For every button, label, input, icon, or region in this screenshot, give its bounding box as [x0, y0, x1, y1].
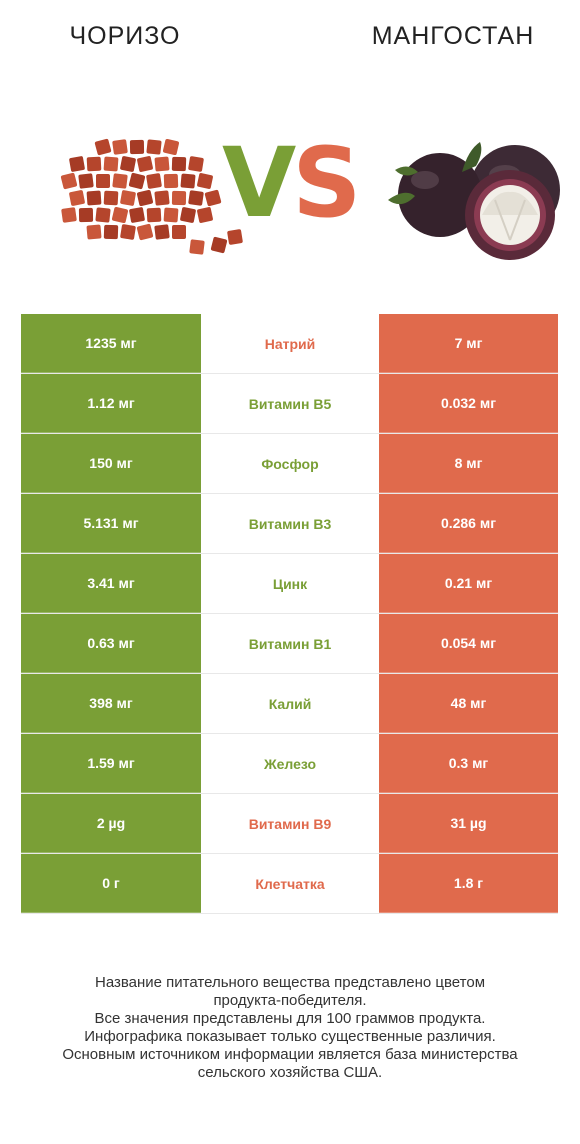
nutrient-name: Витамин B5 [201, 374, 379, 433]
footer-line: Инфографика показывает только существенн… [84, 1028, 496, 1045]
table-row: 1235 мг Натрий 7 мг [21, 314, 558, 374]
left-product-title: ЧОРИЗО [69, 22, 181, 50]
left-value: 398 мг [21, 674, 201, 733]
vs-s: S [292, 127, 361, 239]
footer-line: продукта-победителя. [213, 992, 367, 1009]
right-value: 0.054 мг [379, 614, 558, 673]
left-value: 5.131 мг [21, 494, 201, 553]
vs-v: V [222, 127, 296, 239]
right-value: 0.286 мг [379, 494, 558, 553]
right-value: 48 мг [379, 674, 558, 733]
right-value: 8 мг [379, 434, 558, 493]
table-row: 1.59 мг Железо 0.3 мг [21, 734, 558, 794]
comparison-table: 1235 мг Натрий 7 мг 1.12 мг Витамин B5 0.032 … [21, 314, 558, 914]
table-row: 1.12 мг Витамин B5 0.032 мг [21, 374, 558, 434]
left-value: 1.59 мг [21, 734, 201, 793]
nutrient-name: Клетчатка [201, 854, 379, 913]
right-value: 0.3 мг [379, 734, 558, 793]
nutrient-name: Витамин B1 [201, 614, 379, 673]
chorizo-image [60, 138, 243, 255]
table-row: 150 мг Фосфор 8 мг [21, 434, 558, 494]
nutrient-name: Калий [201, 674, 379, 733]
right-product-title: МАНГОСТАН [371, 22, 535, 50]
left-value: 0.63 мг [21, 614, 201, 673]
hero-images [60, 138, 560, 260]
table-row: 398 мг Калий 48 мг [21, 674, 558, 734]
left-value: 0 г [21, 854, 201, 913]
table-row: 0 г Клетчатка 1.8 г [21, 854, 558, 914]
nutrient-name: Натрий [201, 314, 379, 373]
right-value: 31 µg [379, 794, 558, 853]
left-value: 150 мг [21, 434, 201, 493]
table-row: 0.63 мг Витамин B1 0.054 мг [21, 614, 558, 674]
left-value: 3.41 мг [21, 554, 201, 613]
left-value: 1235 мг [21, 314, 201, 373]
table-row: 5.131 мг Витамин B3 0.286 мг [21, 494, 558, 554]
nutrient-name: Фосфор [201, 434, 379, 493]
footer-note: Название питательного вещества представл… [20, 974, 560, 1082]
nutrient-name: Железо [201, 734, 379, 793]
right-value: 0.21 мг [379, 554, 558, 613]
footer-line: Все значения представлены для 100 граммо… [94, 1010, 486, 1027]
table-row: 2 µg Витамин B9 31 µg [21, 794, 558, 854]
nutrient-name: Цинк [201, 554, 379, 613]
left-value: 2 µg [21, 794, 201, 853]
mangosteen-image [388, 142, 560, 260]
table-row: 3.41 мг Цинк 0.21 мг [21, 554, 558, 614]
footer-line: Название питательного вещества представл… [94, 974, 486, 991]
right-value: 7 мг [379, 314, 558, 373]
left-value: 1.12 мг [21, 374, 201, 433]
nutrient-name: Витамин B9 [201, 794, 379, 853]
right-value: 0.032 мг [379, 374, 558, 433]
versus-label: VS [222, 135, 361, 231]
footer-line: Основным источником информации является … [62, 1046, 518, 1063]
footer-line: сельского хозяйства США. [197, 1064, 383, 1081]
right-value: 1.8 г [379, 854, 558, 913]
nutrient-name: Витамин B3 [201, 494, 379, 553]
